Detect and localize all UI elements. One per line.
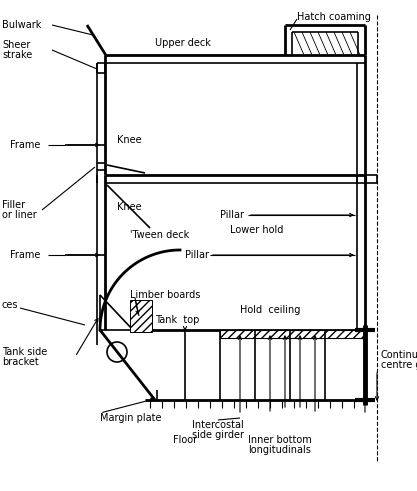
Text: Tank side: Tank side <box>2 347 47 357</box>
Text: Continuous: Continuous <box>381 350 417 360</box>
Text: or liner: or liner <box>2 210 37 220</box>
Text: Limber boards: Limber boards <box>130 290 201 300</box>
Text: 'Tween deck: 'Tween deck <box>130 230 189 240</box>
Text: Knee: Knee <box>117 135 142 145</box>
Text: Floor: Floor <box>173 435 197 445</box>
Bar <box>220 330 365 338</box>
Text: Hold  ceiling: Hold ceiling <box>240 305 300 315</box>
Text: centre girders: centre girders <box>381 360 417 370</box>
Text: longitudinals: longitudinals <box>249 445 311 455</box>
Text: Intercostal: Intercostal <box>192 420 244 430</box>
Text: Lower hold: Lower hold <box>230 225 284 235</box>
Bar <box>130 300 152 332</box>
Text: Pillar: Pillar <box>220 210 244 220</box>
Text: Knee: Knee <box>117 202 142 212</box>
Text: Upper deck: Upper deck <box>155 38 211 48</box>
Text: Inner bottom: Inner bottom <box>248 435 312 445</box>
Text: bracket: bracket <box>2 357 39 367</box>
Text: Pillar: Pillar <box>185 250 209 260</box>
Text: Sheer: Sheer <box>2 40 30 50</box>
Text: ces: ces <box>2 300 18 310</box>
Text: Frame: Frame <box>10 140 40 150</box>
Text: Margin plate: Margin plate <box>100 413 161 423</box>
Text: Tank  top: Tank top <box>155 315 199 325</box>
Text: Bulwark: Bulwark <box>2 20 41 30</box>
Text: strake: strake <box>2 50 32 60</box>
Text: Hatch coaming: Hatch coaming <box>297 12 371 22</box>
Text: side girder: side girder <box>192 430 244 440</box>
Text: Filler: Filler <box>2 200 25 210</box>
Text: Frame: Frame <box>10 250 40 260</box>
